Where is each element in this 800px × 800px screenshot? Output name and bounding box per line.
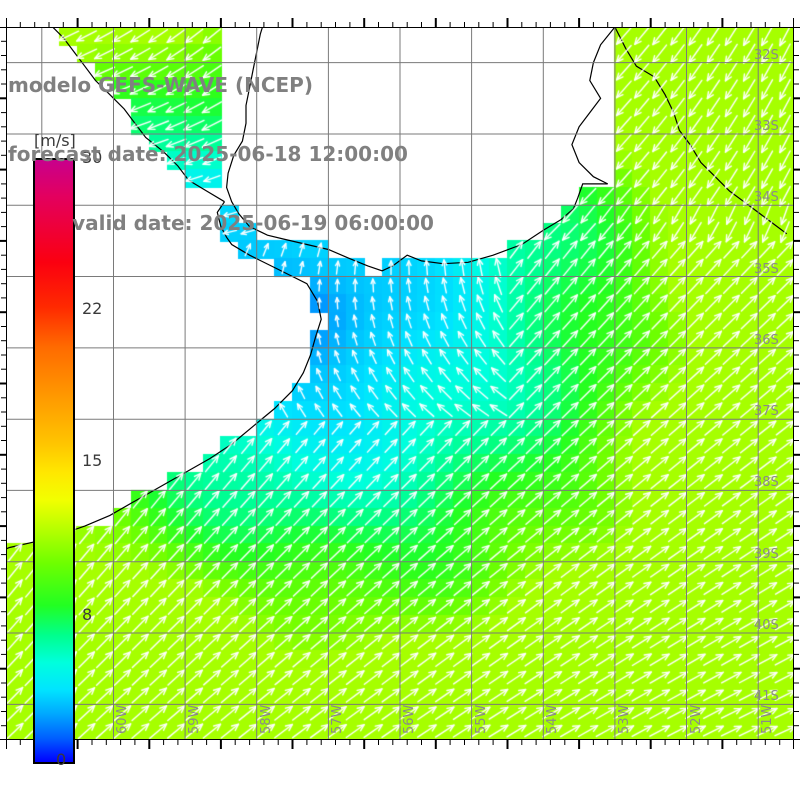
lat-label-41S: 41S [754,689,779,705]
title-forecast-date: forecast date: 2025-06-18 12:00:00 [8,142,408,166]
title-valid-date: valid date: 2025-06-19 06:00:00 [72,211,434,235]
lat-label-32S: 32S [754,47,779,63]
lon-label-56W: 56W [402,704,417,734]
right-tick-ruler [794,27,800,740]
lat-label-34S: 34S [754,190,779,206]
title-block: modelo GEFS-WAVE (NCEP) forecast date: 2… [8,28,498,281]
lon-label-55W: 55W [473,704,489,734]
lon-label-59W: 59W [187,704,203,734]
lon-label-52W: 52W [688,704,704,734]
lat-label-36S: 36S [754,332,779,348]
colorbar-tick-30: 30 [82,148,103,167]
colorbar-unit-label: [m/s] [34,131,76,150]
lon-label-60W: 60W [115,704,131,734]
top-tick-ruler [6,18,794,27]
lon-label-51W: 51W [760,704,776,734]
left-tick-ruler [0,27,6,740]
graticule-grid [6,27,794,740]
colorbar [33,158,75,764]
lon-label-54W: 54W [545,704,561,734]
lat-label-33S: 33S [754,118,779,134]
colorbar-tick-22: 22 [82,299,103,318]
bottom-tick-ruler [6,740,794,749]
colorbar-tick-0: 0 [56,750,67,769]
lat-label-38S: 38S [754,475,779,491]
lon-label-53W: 53W [616,704,632,734]
colorbar-tick-8: 8 [82,605,93,624]
lon-label-58W: 58W [258,704,274,734]
lat-label-39S: 39S [754,546,779,562]
lat-label-37S: 37S [754,404,779,420]
colorbar-tick-15: 15 [82,451,103,470]
lat-label-40S: 40S [754,618,779,634]
lon-label-57W: 57W [330,704,346,734]
lat-label-35S: 35S [754,261,779,277]
title-model: modelo GEFS-WAVE (NCEP) [8,73,313,97]
map-plot-area [6,27,794,740]
